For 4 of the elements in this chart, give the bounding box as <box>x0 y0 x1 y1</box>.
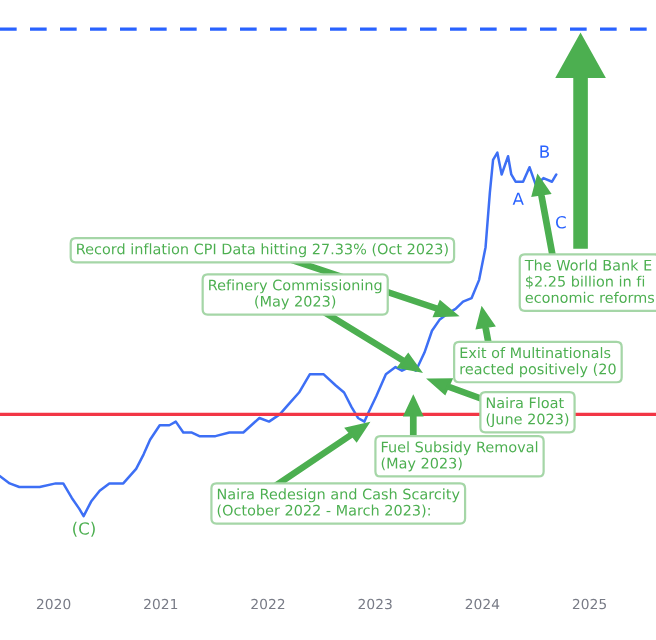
annotation: A <box>512 192 524 205</box>
annotation: B <box>540 145 550 158</box>
annotation: C <box>556 215 566 229</box>
text: (C) <box>73 521 95 537</box>
